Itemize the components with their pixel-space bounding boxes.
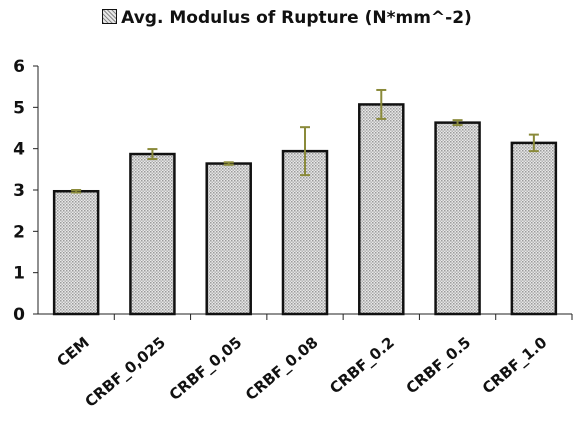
x-tick-label: CEM: [53, 333, 92, 370]
bar: [434, 121, 481, 316]
bar: [52, 189, 100, 316]
bar: [205, 162, 252, 316]
x-tick-label: CRBF_0.08: [242, 333, 322, 404]
legend-label: Avg. Modulus of Rupture (N*mm^-2): [121, 8, 472, 28]
x-tick-label: CRBF_0.2: [326, 333, 398, 397]
x-tick-label: CRBF_0,05: [166, 333, 246, 404]
legend: Avg. Modulus of Rupture (N*mm^-2): [0, 8, 574, 28]
legend-swatch: [102, 9, 118, 24]
y-tick-label: 0: [13, 305, 25, 325]
bar: [281, 149, 329, 316]
bar: [129, 152, 176, 316]
x-tick-label: CRBF_1.0: [479, 333, 551, 397]
y-tick-label: 4: [13, 140, 25, 160]
x-tick-label: CRBF_0,025: [81, 333, 169, 411]
x-tick-label: CRBF_0.5: [403, 333, 475, 397]
y-tick-label: 1: [13, 264, 25, 284]
bar: [510, 141, 558, 316]
y-tick-label: 2: [13, 222, 25, 242]
y-tick-label: 6: [13, 57, 25, 77]
y-tick-label: 5: [13, 98, 25, 118]
bar: [358, 103, 405, 316]
y-tick-label: 3: [13, 181, 25, 201]
